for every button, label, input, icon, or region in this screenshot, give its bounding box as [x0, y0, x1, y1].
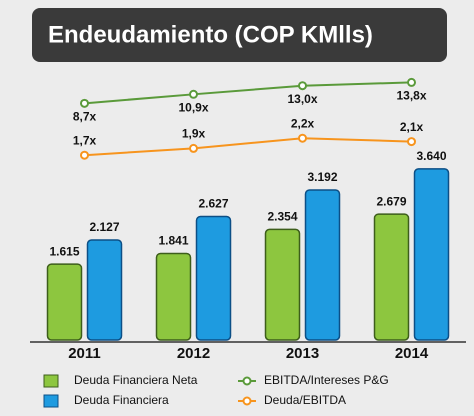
x-tick-label: 2014 — [395, 345, 429, 362]
data-label: 8,7x — [73, 110, 97, 124]
x-tick-label: 2013 — [286, 345, 319, 362]
point — [189, 143, 198, 153]
data-label: 1,7x — [73, 133, 97, 147]
bar — [195, 215, 232, 341]
bar — [46, 263, 83, 341]
legend-label: Deuda Financiera Neta — [74, 373, 198, 387]
bar — [413, 168, 450, 341]
point — [189, 89, 198, 99]
line — [84, 137, 412, 157]
point — [80, 150, 89, 160]
x-tick-label: 2011 — [68, 345, 101, 362]
data-label: 2.627 — [198, 197, 228, 211]
legend-label: Deuda Financiera — [74, 393, 169, 407]
bar — [86, 239, 123, 341]
data-label: 2.679 — [376, 194, 406, 208]
data-label: 13,0x — [287, 92, 317, 106]
line — [84, 81, 412, 105]
bar — [264, 228, 301, 341]
legend-marker — [242, 396, 252, 406]
data-label: 2.354 — [267, 210, 297, 224]
data-label: 13,8x — [396, 89, 426, 103]
data-label: 2.127 — [89, 220, 119, 234]
point — [407, 137, 416, 147]
legend-marker — [242, 376, 252, 386]
data-label: 1.615 — [49, 244, 79, 258]
chart-title: Endeudamiento (COP KMlls) — [48, 21, 373, 48]
title-banner — [32, 8, 447, 62]
legend-label: EBITDA/Intereses P&G — [264, 373, 389, 387]
point — [298, 133, 307, 143]
legend-swatch — [43, 394, 59, 408]
legend-label: Deuda/EBITDA — [264, 393, 346, 407]
bar — [304, 189, 341, 341]
data-label: 1,9x — [182, 127, 206, 141]
legend-swatch — [43, 374, 59, 388]
x-tick-label: 2012 — [177, 345, 210, 362]
bar — [373, 213, 410, 341]
bar — [155, 252, 192, 341]
data-label: 3.640 — [416, 149, 446, 163]
data-label: 1.841 — [158, 234, 188, 248]
point — [298, 81, 307, 91]
data-label: 10,9x — [178, 100, 208, 114]
data-label: 2,2x — [291, 116, 315, 130]
point — [80, 98, 89, 108]
data-label: 2,1x — [400, 120, 424, 134]
point — [407, 77, 416, 87]
data-label: 3.192 — [307, 170, 337, 184]
